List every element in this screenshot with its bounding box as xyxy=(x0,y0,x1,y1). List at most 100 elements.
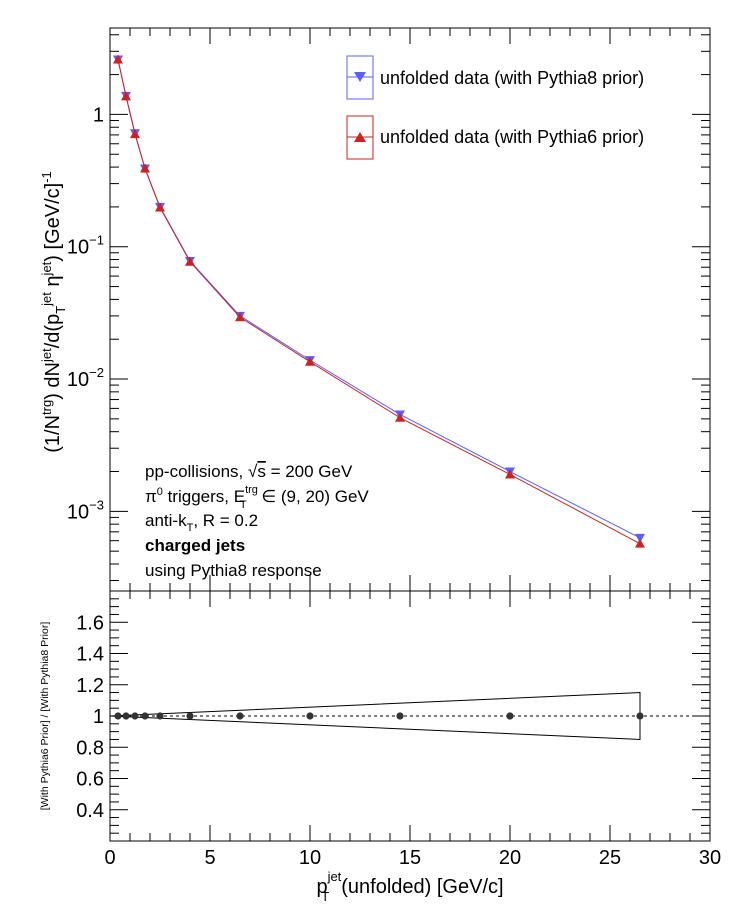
legend-marker-pythia8 xyxy=(354,72,366,82)
ylabel-s3: jet xyxy=(39,292,54,307)
data-point xyxy=(635,538,645,548)
y-tick-label: 0.6 xyxy=(76,769,104,791)
y-tick-label: 1 xyxy=(93,706,104,728)
y-tick-label: 10−2 xyxy=(67,365,104,391)
xlabel-sub: T xyxy=(321,889,329,904)
ylabel-sub: T xyxy=(53,306,68,314)
x-tick-label: 20 xyxy=(499,847,521,869)
annotation-collisions: pp-collisions, √s = 200 GeV xyxy=(145,462,353,481)
data-point xyxy=(140,163,150,173)
ylabel-p5: ) [GeV/c] xyxy=(42,183,64,262)
y-tick-label: 0.8 xyxy=(76,737,104,759)
data-point xyxy=(305,356,315,366)
ann3-sub: T xyxy=(187,522,194,534)
ylabel-s1: trg xyxy=(39,400,54,415)
ratio-point xyxy=(131,712,139,720)
ratio-point xyxy=(156,712,164,720)
data-point xyxy=(185,256,195,266)
y-tick-label-base: 10 xyxy=(67,369,89,391)
upper-y-ticks xyxy=(110,34,710,582)
ratio-series xyxy=(114,712,644,720)
y-tick-label: 1.2 xyxy=(76,675,104,697)
y-tick-label-exp: −3 xyxy=(89,497,104,512)
ylabel-s5: -1 xyxy=(39,171,54,183)
ratio-point xyxy=(236,712,244,720)
ylabel-p1: (1/N xyxy=(42,415,64,453)
ann2-pi: π xyxy=(145,487,157,506)
ann1-a: pp-collisions, xyxy=(145,462,248,481)
legend-marker-pythia6 xyxy=(354,132,366,142)
upper-series xyxy=(113,54,645,548)
ann3-a: anti-k xyxy=(145,511,187,530)
annotation-algorithm: anti-kT, R = 0.2 xyxy=(145,511,258,534)
x-tick-label: 15 xyxy=(399,847,421,869)
annotations: pp-collisions, √s = 200 GeV π0 triggers,… xyxy=(145,462,369,580)
legend: unfolded data (with Pythia8 prior) unfol… xyxy=(346,55,644,160)
lower-y-axis-title: [With Pythia6 Prior] / [With Pythia8 Pri… xyxy=(39,622,51,811)
ylabel-p2: ) dN xyxy=(42,362,64,400)
lower-y-ticks xyxy=(110,590,710,842)
ylabel-s4: jet xyxy=(39,261,54,276)
y-tick-label-exp: −1 xyxy=(89,233,104,248)
data-point xyxy=(121,91,131,101)
annotation-triggers: π0 triggers, Etrg T ∈ (9, 20) GeV xyxy=(145,484,369,511)
x-tick-label: 0 xyxy=(104,847,115,869)
data-point xyxy=(155,202,165,212)
x-tick-label: 10 xyxy=(299,847,321,869)
ratio-point xyxy=(186,712,194,720)
x-tick-label: 25 xyxy=(599,847,621,869)
xlabel-p1: p xyxy=(316,876,327,898)
ann2-b: ∈ (9, 20) GeV xyxy=(257,487,370,506)
y-tick-label: 0.4 xyxy=(76,800,104,822)
ylabel-p3: /d(p xyxy=(42,314,64,348)
ann3-b: , R = 0.2 xyxy=(193,511,258,530)
ann1-sqrt: √ xyxy=(248,462,258,481)
y-tick-label: 10−1 xyxy=(67,233,104,259)
lower-x-ticks xyxy=(109,591,711,841)
y-tick-label: 10−3 xyxy=(67,497,104,523)
data-point xyxy=(113,54,123,64)
ratio-point xyxy=(122,712,130,720)
xlabel-sup: jet xyxy=(327,869,342,884)
lower-y-tick-labels: 0.4 0.6 0.8 1 1.2 1.4 1.6 xyxy=(76,612,104,822)
data-point xyxy=(130,129,140,139)
y-tick-label-base: 10 xyxy=(67,237,89,259)
data-point xyxy=(395,412,405,422)
ratio-point xyxy=(636,712,644,720)
ann2-sup: trg xyxy=(245,484,258,496)
y-tick-label-base: 10 xyxy=(67,501,89,523)
ratio-point xyxy=(141,712,149,720)
data-point xyxy=(235,312,245,322)
data-point xyxy=(505,469,515,479)
ann1-b: = 200 GeV xyxy=(266,462,353,481)
ratio-point xyxy=(396,712,404,720)
ylabel-p4: η xyxy=(42,275,64,292)
x-tick-label: 30 xyxy=(699,847,721,869)
legend-label-pythia6: unfolded data (with Pythia6 prior) xyxy=(380,127,644,147)
annotation-charged-jets: charged jets xyxy=(145,536,245,555)
upper-plot-frame xyxy=(109,27,711,592)
x-tick-label: 5 xyxy=(204,847,215,869)
y-tick-label-exp: −2 xyxy=(89,365,104,380)
data-point xyxy=(635,533,645,543)
x-tick-labels: 0 5 10 15 20 25 30 xyxy=(104,847,721,869)
annotation-response: using Pythia8 response xyxy=(145,561,322,580)
ann2-sup0: 0 xyxy=(157,486,163,498)
x-axis-title: pjet T (unfolded) [GeV/c] xyxy=(316,869,503,904)
legend-label-pythia8: unfolded data (with Pythia8 prior) xyxy=(380,68,644,88)
ylabel-s2: jet xyxy=(39,348,54,363)
ann2-sub: T xyxy=(240,499,247,511)
upper-y-axis-title: (1/Ntrg) dNjet/d(pTjet ηjet) [GeV/c]-1 xyxy=(39,171,68,453)
upper-panel: 110−110−210−3 (1/Ntrg) dNjet/d(pTjet ηje… xyxy=(39,27,711,592)
xlabel-p2: (unfolded) [GeV/c] xyxy=(341,876,503,898)
lower-panel: 0.4 0.6 0.8 1 1.2 1.4 1.6 0 5 10 15 20 25 30 [With P… xyxy=(39,590,721,904)
y-tick-label: 1.6 xyxy=(76,612,104,634)
y-tick-label: 1.4 xyxy=(76,644,104,666)
y-tick-label-base: 1 xyxy=(93,104,104,126)
upper-x-ticks xyxy=(109,28,711,591)
ratio-point xyxy=(114,712,122,720)
upper-y-tick-labels: 110−110−210−3 xyxy=(67,104,104,523)
ratio-point xyxy=(306,712,314,720)
y-tick-label: 1 xyxy=(93,104,104,126)
ratio-point xyxy=(506,712,514,720)
